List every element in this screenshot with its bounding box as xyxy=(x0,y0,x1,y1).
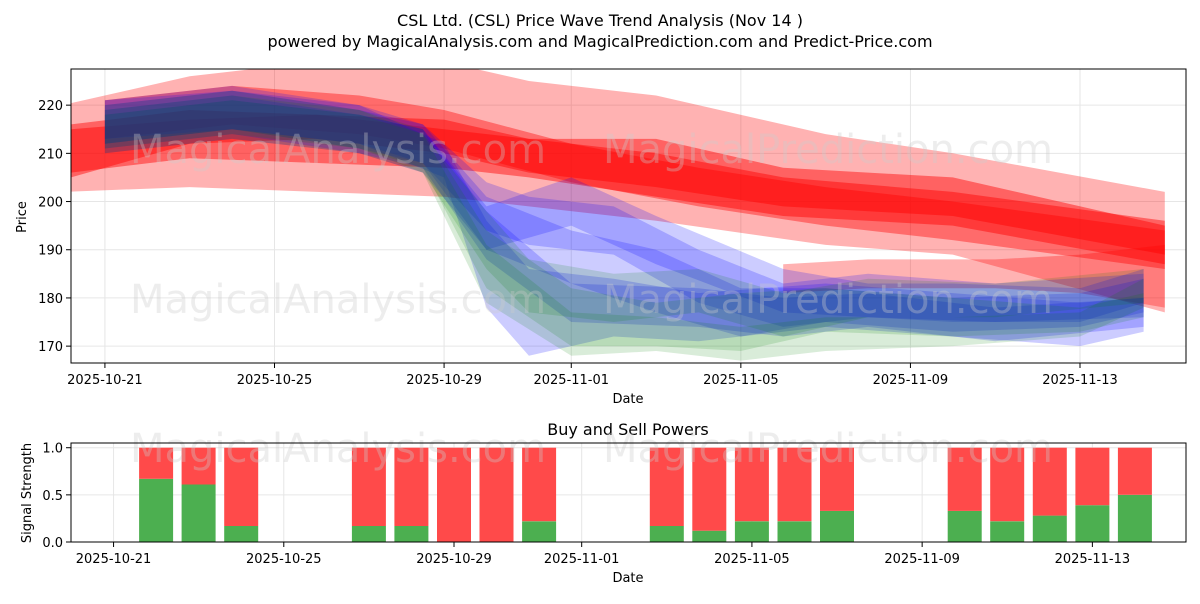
buy-power-bar xyxy=(820,510,854,542)
red-wave-band xyxy=(71,114,1165,255)
buy-power-bar xyxy=(692,530,727,542)
sell-power-bar xyxy=(351,447,386,526)
signal-title: Buy and Sell Powers xyxy=(547,420,709,439)
blue-wave-band xyxy=(104,90,1144,327)
sell-power-bar xyxy=(820,447,854,511)
chart-subtitle: powered by MagicalAnalysis.com and Magic… xyxy=(267,32,932,51)
signal-x-tick-label: 2025-11-01 xyxy=(544,552,620,567)
price-bands xyxy=(71,69,1165,361)
watermark-text: MagicalPrediction.com xyxy=(603,127,1053,173)
sell-power-bar xyxy=(692,447,727,531)
buy-power-bar xyxy=(224,526,259,542)
price-x-tick-label: 2025-11-09 xyxy=(873,373,949,388)
price-y-tick-label: 180 xyxy=(38,292,63,307)
price-y-label: Price xyxy=(15,201,30,233)
buy-power-bar xyxy=(394,526,429,542)
sell-power-bar xyxy=(437,447,471,542)
price-grid xyxy=(71,69,1186,363)
signal-x-tick-label: 2025-11-13 xyxy=(1055,552,1131,567)
green-wave-band xyxy=(104,100,1144,361)
buy-power-bar xyxy=(181,484,216,542)
signal-y-axis: 0.0 0.5 1.0 xyxy=(42,442,71,551)
sell-power-bar xyxy=(777,447,812,522)
buy-power-bar xyxy=(777,521,812,542)
price-x-label: Date xyxy=(612,392,643,407)
blue-wave-band xyxy=(104,100,1144,342)
buy-power-bar xyxy=(1032,515,1067,542)
signal-x-tick-label: 2025-10-21 xyxy=(76,552,152,567)
blue-wave-band xyxy=(104,90,1144,337)
signal-y-label: Signal Strength xyxy=(20,443,35,543)
signal-x-tick-label: 2025-10-25 xyxy=(246,552,322,567)
sell-power-bar xyxy=(990,447,1025,522)
signal-y-tick-label: 0.0 xyxy=(42,536,63,551)
price-watermarks: MagicalAnalysis.com MagicalPrediction.co… xyxy=(130,127,1053,323)
signal-x-tick-label: 2025-10-29 xyxy=(416,552,492,567)
buy-power-bar xyxy=(1075,505,1110,542)
sell-power-bar xyxy=(734,447,769,522)
sell-power-bar xyxy=(479,447,514,542)
sell-power-bar xyxy=(1075,447,1110,506)
blue-wave-band xyxy=(104,85,1144,356)
price-x-tick-label: 2025-10-29 xyxy=(406,373,482,388)
sell-power-bar xyxy=(181,447,216,485)
price-y-tick-label: 220 xyxy=(38,99,63,114)
price-y-tick-label: 200 xyxy=(38,196,63,211)
buy-power-bar xyxy=(990,521,1025,542)
sell-power-bar xyxy=(649,447,684,526)
buy-power-bar xyxy=(139,478,174,542)
red-wave-band xyxy=(71,110,1165,265)
signal-x-tick-label: 2025-11-09 xyxy=(884,552,960,567)
buy-power-bar xyxy=(522,521,557,542)
price-x-axis: 2025-10-21 2025-10-25 2025-10-29 2025-11-01… xyxy=(67,363,1118,388)
signal-x-tick-label: 2025-11-05 xyxy=(714,552,790,567)
watermark-text: MagicalPrediction.com xyxy=(603,277,1053,323)
price-x-tick-label: 2025-11-01 xyxy=(533,373,609,388)
signal-x-label: Date xyxy=(612,571,643,586)
signal-x-axis: 2025-10-21 2025-10-25 2025-10-29 2025-11-01… xyxy=(76,542,1130,567)
signal-bars xyxy=(139,447,1152,542)
sell-power-bar xyxy=(394,447,429,526)
price-plot-frame xyxy=(70,68,1187,364)
blue-wave-band xyxy=(104,95,1144,322)
sell-power-bar xyxy=(1117,447,1152,495)
green-wave-band xyxy=(104,90,1144,351)
watermark-text: MagicalAnalysis.com xyxy=(130,277,546,323)
red-wave-band xyxy=(104,85,1165,270)
price-y-tick-label: 190 xyxy=(38,244,63,259)
watermark-text: MagicalPrediction.com xyxy=(603,426,1053,472)
sell-power-bar xyxy=(522,447,557,522)
sell-power-bar xyxy=(224,447,259,526)
chart-title: CSL Ltd. (CSL) Price Wave Trend Analysis… xyxy=(397,11,803,30)
watermark-text: MagicalAnalysis.com xyxy=(130,127,546,173)
buy-power-bar xyxy=(351,526,386,542)
buy-power-bar xyxy=(1117,494,1152,542)
green-wave-band xyxy=(104,95,1144,337)
price-x-tick-label: 2025-11-05 xyxy=(703,373,779,388)
signal-plot-frame xyxy=(70,442,1187,543)
buy-power-bar xyxy=(734,521,769,542)
price-x-tick-label: 2025-11-13 xyxy=(1042,373,1118,388)
signal-y-tick-label: 1.0 xyxy=(42,442,63,457)
watermark-text: MagicalAnalysis.com xyxy=(130,426,546,472)
signal-watermarks: MagicalAnalysis.com MagicalPrediction.co… xyxy=(130,426,1053,472)
price-x-tick-label: 2025-10-25 xyxy=(237,373,313,388)
sell-power-bar xyxy=(947,447,982,511)
price-y-axis: 170 180 190 200 210 220 xyxy=(38,99,71,355)
sell-power-bar xyxy=(1032,447,1067,516)
price-y-tick-label: 170 xyxy=(38,340,63,355)
price-band-layer xyxy=(71,69,1165,361)
buy-power-bar xyxy=(947,510,982,542)
price-y-tick-label: 210 xyxy=(38,147,63,162)
price-x-tick-label: 2025-10-21 xyxy=(67,373,143,388)
buy-power-bar xyxy=(649,526,684,542)
red-wave-band xyxy=(71,69,1165,313)
red-wave-band xyxy=(783,244,1165,308)
sell-power-bar xyxy=(139,447,174,479)
signal-y-tick-label: 0.5 xyxy=(42,489,63,504)
